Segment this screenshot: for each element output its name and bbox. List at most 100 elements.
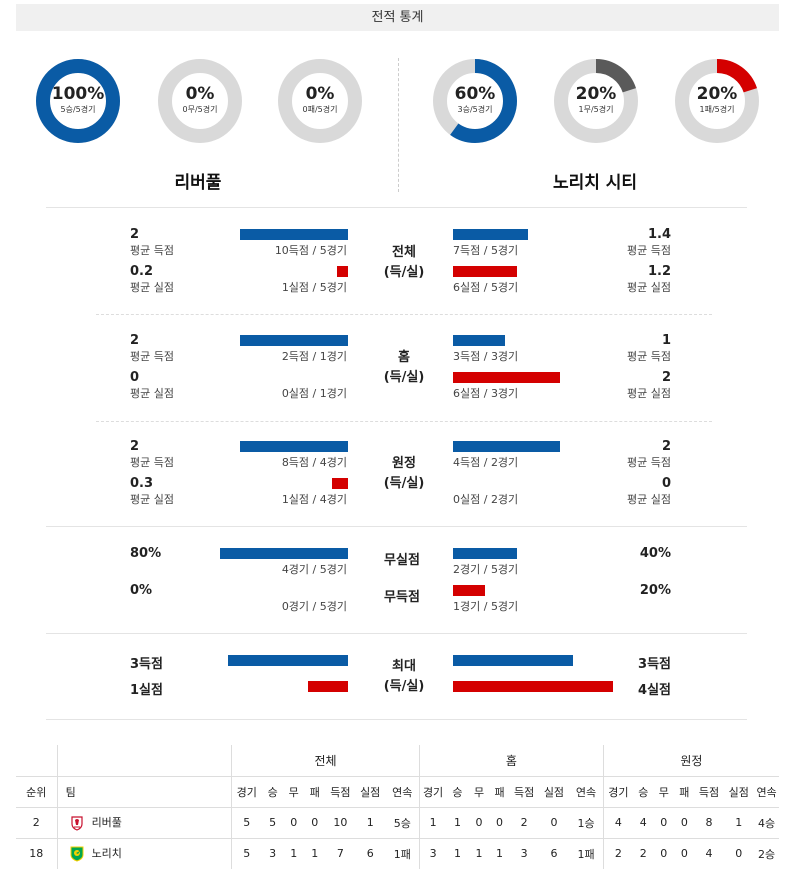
team-name: 노리치 (91, 847, 122, 861)
home-conceded-detail: 1실점 / 4경기 (281, 493, 347, 506)
cell: 1 (489, 837, 510, 869)
cell: 3 (509, 837, 539, 869)
col-won: 승 (261, 775, 284, 807)
home-avg-conceded-label: 평균 실점 (130, 387, 174, 400)
cell: 6 (354, 837, 386, 869)
home-avg-conceded: 0.2 (130, 264, 154, 279)
cell: 8 (694, 806, 724, 838)
section-label-line2: (득/실) (383, 370, 425, 385)
col-goals-against: 실점 (538, 775, 570, 807)
donut-detail: 1패/5경기 (699, 105, 735, 114)
donut-detail: 0무/5경기 (182, 105, 218, 114)
section-label: 최대 (득/실) (374, 657, 434, 697)
away-avg-conceded-label: 평균 실점 (627, 387, 671, 400)
cell: 1 (303, 837, 327, 869)
home-scored-detail: 8득점 / 4경기 (281, 456, 347, 469)
away-avg-conceded-label: 평균 실점 (627, 281, 671, 294)
home-max-scored: 3득점 (130, 657, 163, 672)
cell: 0 (538, 806, 570, 838)
cell: 0 (674, 837, 695, 869)
section-label-line1: 최대 (392, 659, 416, 674)
divider (46, 526, 747, 527)
cell: 4 (694, 837, 724, 869)
divider (46, 633, 747, 634)
away-scored-detail: 4득점 / 2경기 (453, 456, 519, 469)
col-drawn: 무 (468, 775, 490, 807)
home-avg-conceded: 0.3 (130, 476, 154, 491)
section-label-line2: (득/실) (383, 679, 425, 694)
cell: 3 (261, 837, 284, 869)
cell: 5승 (385, 806, 420, 838)
cell: 0 (653, 806, 675, 838)
col-streak: 연속 (754, 775, 779, 807)
col-drawn: 무 (283, 775, 304, 807)
home-max-conceded: 1실점 (130, 683, 163, 698)
col-goals-for: 득점 (509, 775, 539, 807)
away-avg-scored: 2 (661, 439, 671, 454)
team-cell[interactable]: 리버풀 (56, 806, 232, 838)
donut-percent: 100% (51, 84, 105, 104)
cell: 0 (674, 806, 695, 838)
away-avg-scored-label: 평균 득점 (627, 244, 671, 257)
cell: 3 (418, 837, 447, 869)
home-scored-bar (240, 229, 348, 240)
cell: 1 (468, 837, 490, 869)
home-scored-bar (240, 441, 348, 452)
home-scored-detail: 2득점 / 1경기 (281, 350, 347, 363)
cell: 5 (231, 837, 262, 869)
home-clean-sheet-pct: 80% (130, 546, 162, 561)
col-rank: 순위 (16, 775, 58, 807)
col-won: 승 (632, 775, 654, 807)
donut-home-draws: 0% 0무/5경기 (157, 58, 243, 144)
away-scored-detail: 3득점 / 3경기 (453, 350, 519, 363)
home-conceded-detail: 0실점 / 1경기 (281, 387, 347, 400)
col-lost: 패 (303, 775, 327, 807)
team-name: 리버풀 (91, 816, 122, 829)
away-clean-sheet-bar (453, 548, 517, 559)
away-scored-detail: 7득점 / 5경기 (453, 244, 519, 257)
col-streak: 연속 (385, 775, 420, 807)
cell: 1 (446, 837, 469, 869)
donut-percent: 0% (305, 84, 335, 104)
away-avg-scored-label: 평균 득점 (627, 456, 671, 469)
cell: 4승 (754, 806, 779, 838)
team-cell[interactable]: 노리치 (56, 837, 232, 869)
col-goals-against: 실점 (354, 775, 386, 807)
cell: 5 (231, 806, 262, 838)
home-conceded-bar (332, 478, 348, 489)
divider (46, 719, 747, 720)
clean-sheet-label: 무실점 (384, 553, 420, 568)
donut-percent: 60% (454, 84, 496, 104)
home-conceded-detail: 1실점 / 5경기 (281, 281, 347, 294)
cell: 5 (261, 806, 284, 838)
home-avg-conceded-label: 평균 실점 (130, 281, 174, 294)
section-label: 전체 (득/실) (374, 243, 434, 283)
table-row: 18 노리치 5 3 1 1 7 6 1패 3 1 1 1 3 6 1패 2 2… (16, 837, 779, 869)
cell: 7 (326, 837, 355, 869)
donut-detail: 0패/5경기 (302, 105, 338, 114)
divider (96, 314, 712, 315)
away-avg-conceded-label: 평균 실점 (627, 493, 671, 506)
cell: 1 (418, 806, 447, 838)
col-lost: 패 (489, 775, 510, 807)
cell: 1패 (385, 837, 420, 869)
donut-percent: 20% (575, 84, 617, 104)
col-won: 승 (446, 775, 469, 807)
failed-score-label: 무득점 (384, 590, 420, 605)
donut-away-wins: 60% 3승/5경기 (432, 58, 518, 144)
header-blank (56, 745, 232, 776)
rank: 2 (16, 806, 58, 838)
away-conceded-detail: 6실점 / 3경기 (453, 387, 519, 400)
cell: 2승 (754, 837, 779, 869)
away-avg-conceded: 1.2 (647, 264, 671, 279)
home-clean-sheet-detail: 4경기 / 5경기 (281, 563, 347, 576)
home-avg-scored-label: 평균 득점 (130, 456, 174, 469)
column-header-row: 순위 팀 경기 승 무 패 득점 실점 연속 경기 승 무 패 득점 실점 연속… (16, 775, 779, 807)
away-avg-conceded: 2 (661, 370, 671, 385)
divider (398, 58, 399, 192)
away-conceded-bar (453, 372, 560, 383)
home-avg-scored: 2 (130, 227, 140, 242)
away-avg-conceded: 0 (661, 476, 671, 491)
section-label-line2: (득/실) (383, 265, 425, 280)
home-avg-scored-label: 평균 득점 (130, 350, 174, 363)
